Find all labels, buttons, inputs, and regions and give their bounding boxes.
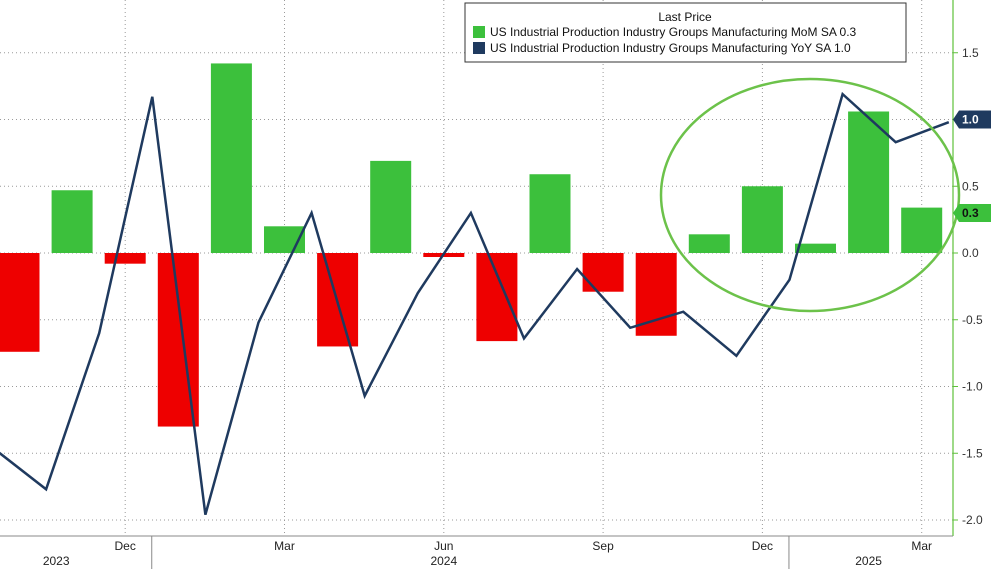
bars-series — [0, 63, 943, 427]
yoy-flag — [953, 110, 991, 129]
legend-swatch-yoy — [473, 42, 485, 54]
yoy-line — [0, 91, 950, 515]
bar — [901, 207, 943, 253]
x-tick-label: Dec — [115, 539, 136, 553]
yoy-flag-label: 1.0 — [962, 113, 979, 127]
y-tick-label: 1.5 — [962, 46, 979, 60]
y-tick-label: -1.5 — [962, 446, 983, 460]
highlight-ellipse — [659, 77, 961, 313]
mom-flag-label: 0.3 — [962, 206, 979, 220]
y-tick-label: -0.5 — [962, 313, 983, 327]
legend-label-mom: US Industrial Production Industry Groups… — [490, 25, 857, 39]
bar — [688, 234, 730, 253]
y-tick-label: -2.0 — [962, 513, 983, 527]
bar — [51, 190, 93, 253]
bar — [0, 253, 40, 352]
x-axis: Dec Mar Jun Sep Dec Mar 2023 2024 2025 — [0, 535, 953, 569]
bar — [157, 253, 199, 427]
y-axis: 1.5 1.0 0.5 0.0 -0.5 -1.0 -1.5 -2.0 — [952, 0, 991, 536]
legend-label-yoy: US Industrial Production Industry Groups… — [490, 41, 851, 55]
bar — [476, 253, 518, 342]
bar — [210, 63, 252, 254]
x-tick-label: Jun — [434, 539, 453, 553]
annotation — [659, 77, 961, 313]
x-tick-label: Dec — [752, 539, 773, 553]
bar — [848, 111, 890, 254]
y-tick-label: 0.5 — [962, 179, 979, 193]
legend-title: Last Price — [658, 10, 712, 24]
legend-box — [464, 2, 907, 63]
bar — [370, 160, 412, 253]
x-tick-label: Mar — [911, 539, 932, 553]
year-label: 2023 — [43, 554, 70, 568]
bar — [582, 253, 624, 292]
y-tick-label: -1.0 — [962, 380, 983, 394]
last-value-flags: 1.0 0.3 — [953, 110, 991, 222]
year-label: 2024 — [430, 554, 457, 568]
bar — [104, 253, 146, 264]
bar — [741, 186, 783, 253]
x-tick-label: Mar — [274, 539, 295, 553]
bar — [795, 243, 836, 253]
legend: Last Price US Industrial Production Indu… — [464, 2, 907, 63]
y-axis-background — [953, 0, 991, 536]
line-series — [0, 91, 950, 515]
y-tick-label: 0.0 — [962, 246, 979, 260]
legend-swatch-mom — [473, 26, 485, 38]
bar — [635, 253, 677, 336]
year-label: 2025 — [855, 554, 882, 568]
x-tick-label: Sep — [592, 539, 614, 553]
mom-flag — [953, 203, 991, 222]
bar — [529, 174, 571, 253]
